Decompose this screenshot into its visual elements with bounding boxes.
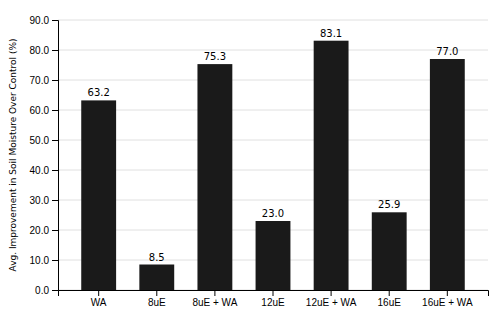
grid — [58, 20, 488, 290]
x-tick: 8uE + WA — [192, 290, 237, 308]
y-tick-mark — [52, 260, 58, 261]
y-tick-label: 0.0 — [35, 285, 49, 296]
bar — [256, 221, 291, 290]
y-tick-mark — [52, 80, 58, 81]
y-tick-label: 40.0 — [30, 165, 50, 176]
x-tick-label: 12uE — [261, 297, 285, 308]
data-label: 75.3 — [204, 51, 226, 62]
y-tick: 20.0 — [30, 225, 58, 236]
y-tick: 40.0 — [30, 165, 58, 176]
y-tick-label: 30.0 — [30, 195, 50, 206]
bar — [139, 265, 174, 291]
y-tick-label: 70.0 — [30, 75, 50, 86]
grid-line — [58, 20, 488, 21]
x-tick: 16uE + WA — [422, 290, 473, 308]
bar — [314, 41, 349, 290]
x-tick-mark — [331, 290, 332, 296]
plot-area: 0.0 10.0 20.0 30.0 40.0 50.0 60.0 70.0 80.0 90.0 W… — [30, 15, 489, 308]
y-tick: 90.0 — [30, 15, 58, 26]
bars — [81, 41, 465, 290]
bar — [372, 212, 407, 290]
grid-line — [58, 200, 488, 201]
x-tick-mark — [98, 290, 99, 296]
y-axis: 0.0 10.0 20.0 30.0 40.0 50.0 60.0 70.0 80.0 90.0 — [30, 15, 59, 296]
grid-line — [58, 50, 488, 51]
y-tick-mark — [52, 290, 58, 291]
x-axis-line — [59, 291, 489, 297]
x-tick-mark — [214, 290, 215, 296]
y-axis-line — [52, 21, 59, 291]
y-tick-mark — [52, 170, 58, 171]
x-axis: WA 8uE 8uE + WA 12uE 12uE + WA 16uE 16uE + WA — [59, 290, 489, 308]
y-tick-label: 90.0 — [30, 15, 50, 26]
grid-line — [58, 170, 488, 171]
y-tick-label: 60.0 — [30, 105, 50, 116]
y-axis-title: Avg. Improvement in Soil Moisture Over C… — [8, 38, 18, 271]
x-tick-label: 8uE + WA — [192, 297, 237, 308]
chart-svg: 0.0 10.0 20.0 30.0 40.0 50.0 60.0 70.0 80.0 90.0 W… — [0, 0, 500, 320]
y-tick: 70.0 — [30, 75, 58, 86]
y-tick: 50.0 — [30, 135, 58, 146]
data-label: 8.5 — [149, 252, 165, 263]
bar — [81, 100, 116, 290]
y-tick: 80.0 — [30, 45, 58, 56]
x-tick-label: WA — [91, 297, 107, 308]
x-tick: 12uE — [261, 290, 285, 308]
y-tick: 0.0 — [35, 285, 58, 296]
y-tick-mark — [52, 50, 58, 51]
grid-line — [58, 140, 488, 141]
x-tick-label: 12uE + WA — [306, 297, 357, 308]
y-tick-mark — [52, 110, 58, 111]
x-tick: 12uE + WA — [306, 290, 357, 308]
x-tick-label: 8uE — [148, 297, 166, 308]
x-tick-mark — [273, 290, 274, 296]
data-label: 83.1 — [320, 28, 342, 39]
data-labels: 63.2 8.5 75.3 23.0 83.1 25.9 77.0 — [88, 28, 459, 263]
y-tick-label: 50.0 — [30, 135, 50, 146]
x-tick-mark — [389, 290, 390, 296]
data-label: 25.9 — [378, 199, 400, 210]
grid-line — [58, 110, 488, 111]
x-tick-label: 16uE + WA — [422, 297, 473, 308]
data-label: 63.2 — [88, 87, 110, 98]
grid-line — [58, 80, 488, 81]
y-tick-mark — [52, 140, 58, 141]
y-tick-mark — [52, 20, 58, 21]
data-label: 23.0 — [262, 208, 284, 219]
y-tick-label: 20.0 — [30, 225, 50, 236]
y-tick-label: 80.0 — [30, 45, 50, 56]
chart-container: 0.0 10.0 20.0 30.0 40.0 50.0 60.0 70.0 80.0 90.0 W… — [0, 0, 500, 320]
x-tick-mark — [447, 290, 448, 296]
x-tick-mark — [156, 290, 157, 296]
x-tick: 8uE — [148, 290, 166, 308]
y-tick: 60.0 — [30, 105, 58, 116]
x-tick-label: 16uE — [378, 297, 402, 308]
y-tick-mark — [52, 200, 58, 201]
y-tick-mark — [52, 230, 58, 231]
y-tick: 30.0 — [30, 195, 58, 206]
bar — [430, 59, 465, 290]
data-label: 77.0 — [436, 46, 458, 57]
y-tick-label: 10.0 — [30, 255, 50, 266]
y-tick: 10.0 — [30, 255, 58, 266]
x-tick: 16uE — [378, 290, 402, 308]
x-tick: WA — [91, 290, 107, 308]
bar — [197, 64, 232, 290]
